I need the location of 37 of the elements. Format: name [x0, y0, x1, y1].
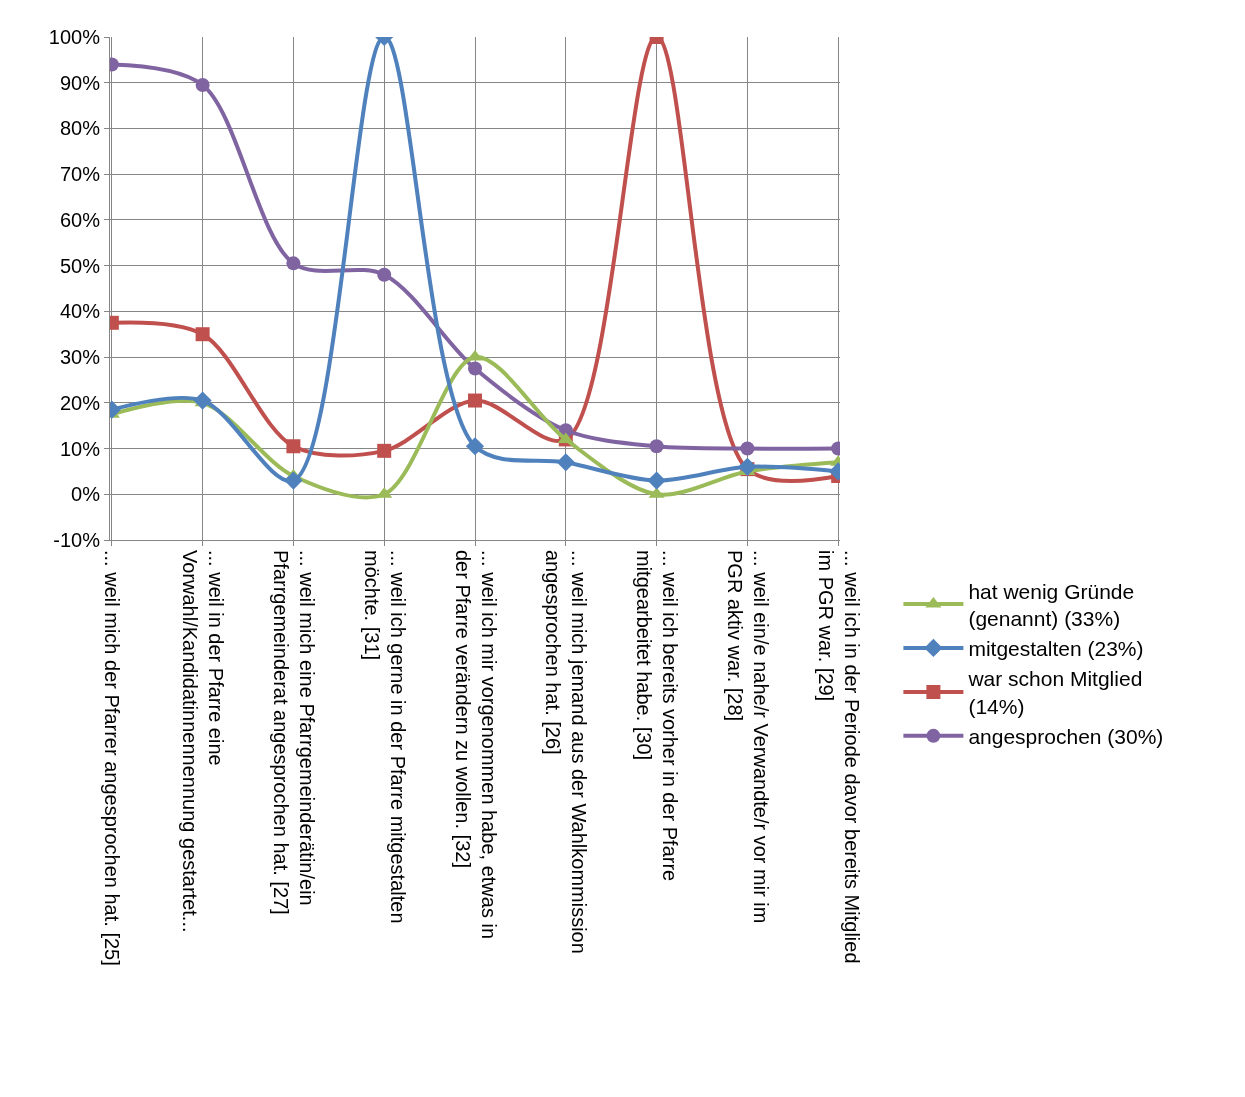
legend-label: mitgestalten (23%) — [968, 637, 1144, 661]
y-tick-label: 40% — [59, 300, 101, 323]
y-tick-label: 50% — [59, 254, 101, 277]
x-tick-label: ... weil ich in der Periode davor bereits Mitglied im PGR war. [29] — [814, 550, 863, 964]
y-tick-label: 10% — [59, 437, 101, 460]
point — [556, 453, 575, 472]
legend-label: angesprochen (30%) — [968, 725, 1164, 749]
legend-label: war schon Mitglied (14%) — [967, 667, 1143, 718]
y-tick-label: 90% — [59, 71, 101, 94]
y-tick-label: 70% — [59, 163, 101, 186]
legend-label: hat wenig Gründe (genannt) (33%) — [968, 579, 1135, 630]
point — [647, 471, 666, 490]
point — [286, 256, 301, 271]
point — [284, 471, 303, 490]
point — [738, 457, 757, 476]
point — [286, 439, 301, 454]
y-tick-label: 60% — [59, 208, 101, 231]
point — [377, 267, 392, 282]
y-tick-label: 0% — [71, 483, 101, 506]
x-tick-label: ... weil ich gerne in der Pfarre mitgestalten möchte. [31] — [360, 550, 409, 924]
point — [195, 78, 210, 92]
y-tick-label: -10% — [53, 529, 101, 551]
point — [193, 391, 212, 410]
point — [649, 439, 664, 454]
point — [465, 437, 485, 456]
y-tick-label: 100% — [48, 26, 101, 48]
point — [740, 441, 755, 456]
y-tick-label: 20% — [59, 391, 101, 414]
x-tick-label: ... weil in der Pfarre eine Vorwahl/Kandidatinnennennung gestartet... — [179, 550, 228, 933]
point — [468, 361, 482, 376]
y-tick-label: 30% — [59, 346, 101, 369]
x-tick-label: ... weil mich eine Pfarrgemeinderätin/ein Pfarrgemeinderat angesprochen hat. [27] — [269, 550, 318, 915]
y-tick-label: 80% — [59, 117, 101, 140]
point — [377, 443, 392, 458]
point — [195, 327, 210, 342]
point — [468, 393, 482, 408]
x-tick-label: ... weil mich der Pfarrer angesprochen hat. [25] — [101, 550, 124, 966]
